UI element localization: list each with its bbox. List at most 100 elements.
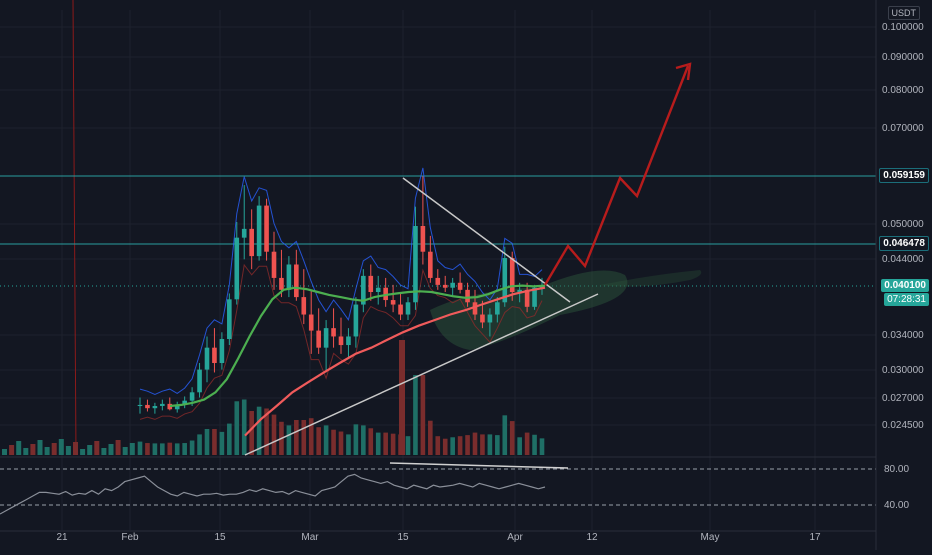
rsi-line (0, 473, 546, 515)
candle-body (465, 289, 470, 303)
candle-body (174, 404, 180, 410)
volume-bar (383, 432, 388, 455)
candle-body (212, 347, 217, 364)
price-tick-label: 0.100000 (882, 22, 924, 33)
candle-body (413, 225, 418, 303)
candle-body (361, 275, 366, 305)
volume-bar (316, 427, 321, 455)
last-price-badge: 0.040100 (881, 279, 929, 292)
candle-body (502, 258, 508, 303)
volume-bar (137, 441, 143, 455)
volume-bar (51, 443, 57, 455)
volume-bar (145, 443, 150, 455)
volume-bar (390, 433, 396, 455)
volume-bar (442, 438, 448, 455)
volume-bar (87, 445, 93, 455)
volume-bar (9, 445, 15, 455)
candle-body (331, 328, 336, 337)
candle-body (204, 347, 210, 370)
volume-bar (532, 434, 537, 455)
volume-bar (2, 449, 7, 455)
volume-bar (353, 424, 359, 455)
candle-body (279, 277, 284, 290)
volume-bar (405, 436, 411, 455)
volume-bar (23, 448, 29, 455)
volume-bar (129, 443, 135, 455)
candle-body (182, 400, 187, 405)
volume-bar (271, 414, 277, 455)
candle-body (286, 264, 292, 290)
volume-bar (101, 448, 107, 455)
time-tick-label: 21 (56, 532, 68, 543)
volume-bar (301, 420, 307, 455)
candle-body (316, 330, 321, 348)
ma-slow-line (244, 286, 546, 437)
price-tick-label: 0.080000 (882, 85, 924, 96)
volume-bar (182, 443, 187, 455)
candle-body (234, 237, 240, 300)
volume-bar (465, 435, 470, 455)
volume-bar (65, 446, 71, 455)
candle-body (390, 300, 396, 305)
band-upper-line (139, 167, 543, 395)
volume-bar (457, 436, 463, 455)
volume-bar (249, 411, 254, 455)
volume-bar (219, 431, 225, 455)
candle-body (264, 205, 269, 252)
volume-bar (152, 443, 158, 455)
volume-bar (308, 418, 314, 455)
volume-bar (234, 401, 240, 455)
candle-body (189, 392, 195, 401)
volume-bar (73, 442, 78, 455)
time-tick-label: Apr (507, 532, 523, 543)
candle-body (249, 228, 254, 257)
rsi-divergence-line (389, 462, 569, 469)
candle-body (308, 314, 314, 331)
candle-body (152, 406, 158, 409)
candle-body (480, 314, 485, 323)
candle-body (487, 314, 493, 323)
time-tick-label: Mar (301, 532, 319, 543)
candle-body (405, 302, 411, 315)
volume-bar (472, 432, 478, 455)
volume-bar (160, 443, 165, 455)
volume-bar (30, 444, 36, 455)
price-tick-label: 0.090000 (882, 52, 924, 63)
candle-body (323, 328, 329, 348)
candle-body (294, 264, 299, 298)
candle-body (160, 403, 165, 407)
volume-bar-spike (399, 340, 405, 455)
volume-bar (420, 375, 426, 455)
descending-trendline (402, 177, 571, 303)
volume-bar (189, 440, 195, 455)
candle-body (271, 251, 277, 278)
volume-bar (539, 438, 545, 455)
volume-bar (524, 432, 530, 455)
volume-bar (361, 425, 366, 455)
price-tick-label: 0.027000 (882, 393, 924, 404)
time-tick-label: 15 (397, 532, 409, 543)
ascending-trendline (244, 293, 599, 456)
time-tick-label: 12 (586, 532, 598, 543)
volume-bar (509, 421, 515, 455)
volume-bar (413, 375, 418, 455)
volume-bar (375, 432, 381, 455)
candle-body (353, 304, 359, 337)
band-lower-line (139, 263, 543, 420)
time-tick-label: May (701, 532, 720, 543)
volume-bar (368, 428, 374, 455)
candle-body (137, 404, 143, 407)
volume-bar (212, 429, 217, 455)
candle-body (368, 275, 374, 293)
volume-bar (80, 449, 86, 455)
candle-body (346, 336, 351, 346)
volume-bar (517, 437, 522, 455)
volume-bar (197, 434, 202, 455)
candle-body (457, 282, 463, 290)
volume-bar (331, 429, 336, 455)
volume-bar (37, 440, 43, 455)
candle-body (398, 304, 403, 315)
candle-body (532, 287, 537, 307)
